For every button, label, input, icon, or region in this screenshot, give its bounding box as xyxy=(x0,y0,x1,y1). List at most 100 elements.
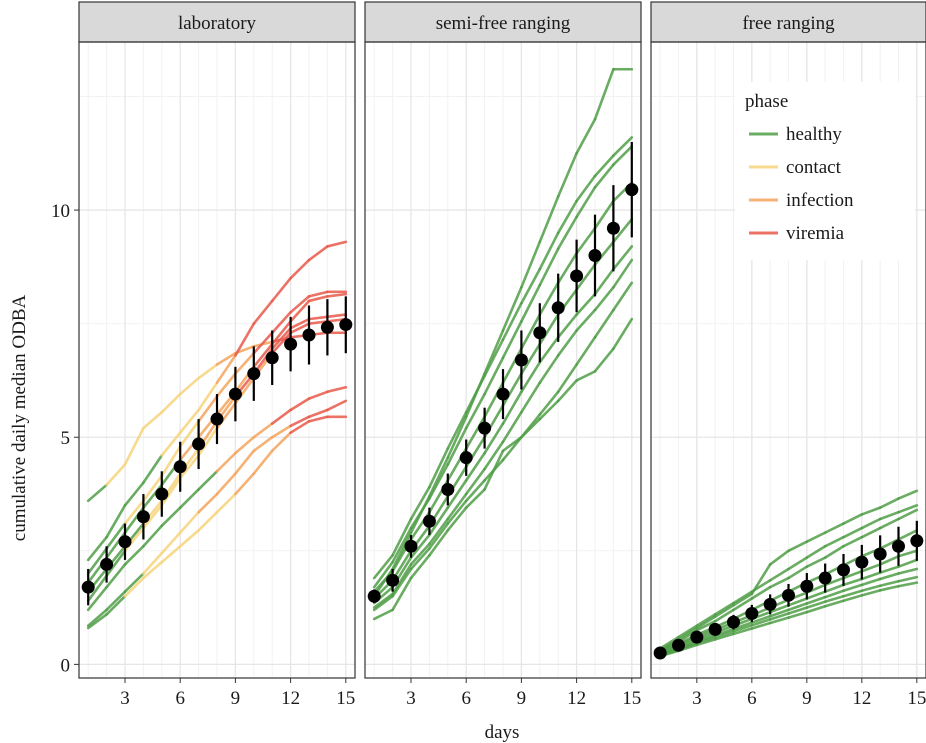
trajectory-segment-healthy xyxy=(105,522,127,550)
trajectory-segment-healthy xyxy=(860,506,882,516)
x-tick-label: 3 xyxy=(120,688,130,709)
trajectory-segment-infection xyxy=(197,492,219,514)
trajectory-segment-healthy xyxy=(446,506,468,532)
trajectory-segment-infection xyxy=(234,472,256,496)
trajectory-segment-healthy xyxy=(842,569,864,580)
trajectory-segment-healthy xyxy=(372,608,394,621)
strip-background xyxy=(364,1,642,43)
trajectory-segment-contact xyxy=(123,576,145,598)
trajectory-segment-healthy xyxy=(428,463,450,500)
trajectory-segment-healthy xyxy=(483,422,505,455)
trajectory-segment-healthy xyxy=(695,613,717,628)
trajectory-segment-healthy xyxy=(860,571,882,581)
trajectory-segment-contact xyxy=(160,392,182,414)
trajectory-segment-healthy xyxy=(409,485,431,521)
trajectory-segment-viremia xyxy=(326,385,348,394)
mean-point xyxy=(745,606,759,620)
trajectory-segment-healthy xyxy=(768,567,790,582)
trajectory-segment-viremia xyxy=(307,408,329,419)
trajectory-segment-infection xyxy=(215,351,237,366)
trajectory-segment-healthy xyxy=(105,549,127,578)
trajectory-segment-healthy xyxy=(897,489,919,500)
x-tick-label: 15 xyxy=(622,688,641,709)
mean-point xyxy=(302,328,316,342)
trajectory-segment-healthy xyxy=(86,535,108,562)
trajectory-segment-healthy xyxy=(612,217,634,244)
trajectory-segment-healthy xyxy=(713,608,735,623)
mean-point xyxy=(81,580,95,594)
trajectory-segment-healthy xyxy=(538,335,560,364)
trajectory-segment-healthy xyxy=(897,567,919,575)
trajectory-segment-healthy xyxy=(593,286,615,312)
trajectory-segment-viremia xyxy=(289,258,311,280)
mean-point xyxy=(404,539,418,553)
trajectory-segment-viremia xyxy=(289,295,311,314)
trajectory-segment-contact xyxy=(160,431,182,457)
trajectory-segment-healthy xyxy=(538,390,560,416)
trajectory-segment-healthy xyxy=(897,508,919,521)
trajectory-segment-healthy xyxy=(787,606,809,615)
trajectory-segment-healthy xyxy=(823,544,845,559)
trajectory-segment-healthy xyxy=(372,554,394,580)
trajectory-segment-infection xyxy=(234,351,256,375)
mean-point xyxy=(422,514,436,528)
trajectory-segment-contact xyxy=(105,463,127,487)
mean-point xyxy=(136,510,150,524)
trajectory-segment-healthy xyxy=(593,308,615,339)
legend-label-viremia: viremia xyxy=(786,223,845,244)
trajectory-segment-infection xyxy=(215,451,237,473)
trajectory-segment-healthy xyxy=(713,604,735,618)
y-tick-label: 0 xyxy=(61,655,71,676)
trajectory-segment-healthy xyxy=(501,301,523,341)
trajectory-segment-infection xyxy=(197,395,219,423)
trajectory-segment-healthy xyxy=(593,67,615,121)
individual-line xyxy=(86,385,348,612)
trajectory-segment-healthy xyxy=(520,417,542,439)
mean-point xyxy=(782,588,795,602)
trajectory-segment-viremia xyxy=(270,320,292,346)
trajectory-segment-healthy xyxy=(391,526,413,564)
trajectory-segment-viremia xyxy=(326,399,348,412)
trajectory-segment-infection xyxy=(252,422,274,439)
trajectory-segment-healthy xyxy=(658,635,680,650)
trajectory-segment-infection xyxy=(215,472,237,496)
trajectory-segment-infection xyxy=(252,449,274,475)
trajectory-segment-healthy xyxy=(105,590,127,612)
mean-point xyxy=(496,387,510,401)
x-tick-label: 6 xyxy=(175,688,185,709)
trajectory-segment-healthy xyxy=(860,589,882,597)
trajectory-segment-healthy xyxy=(713,629,735,639)
trajectory-segment-healthy xyxy=(860,563,882,573)
trajectory-segment-healthy xyxy=(483,449,505,491)
trajectory-segment-viremia xyxy=(270,408,292,425)
mean-point xyxy=(459,451,473,465)
trajectory-segment-healthy xyxy=(612,317,634,350)
strip-title: laboratory xyxy=(178,13,257,34)
trajectory-segment-infection xyxy=(234,435,256,455)
mean-point xyxy=(606,221,620,235)
trajectory-segment-viremia xyxy=(289,420,311,434)
individual-line xyxy=(658,508,919,653)
trajectory-segment-healthy xyxy=(860,526,882,539)
mean-point xyxy=(100,557,114,571)
trajectory-segment-viremia xyxy=(252,331,274,355)
trajectory-segment-viremia xyxy=(252,342,274,369)
mean-point xyxy=(192,437,206,451)
trajectory-segment-healthy xyxy=(878,517,900,530)
trajectory-segment-healthy xyxy=(556,363,578,394)
trajectory-segment-healthy xyxy=(556,329,578,357)
trajectory-segment-viremia xyxy=(307,315,329,321)
trajectory-segment-healthy xyxy=(593,199,615,230)
trajectory-segment-healthy xyxy=(677,624,699,639)
panel-2: semi-free ranging xyxy=(364,1,642,679)
mean-point xyxy=(478,421,492,435)
trajectory-segment-healthy xyxy=(897,575,919,583)
trajectory-segment-healthy xyxy=(391,563,413,596)
trajectory-segment-healthy xyxy=(575,370,597,382)
trajectory-segment-healthy xyxy=(878,584,900,592)
trajectory-segment-healthy xyxy=(483,338,505,378)
trajectory-segment-healthy xyxy=(464,479,486,503)
trajectory-segment-healthy xyxy=(732,624,754,633)
trajectory-segment-contact xyxy=(123,499,145,525)
trajectory-segment-viremia xyxy=(307,245,329,262)
